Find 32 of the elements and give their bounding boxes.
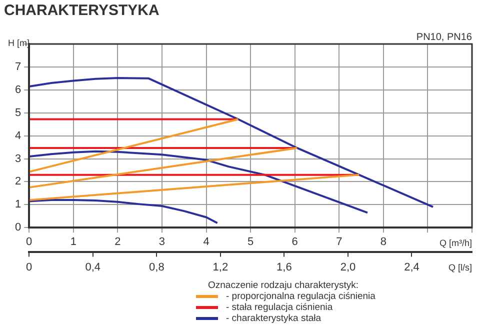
x-tick-label: 7 [336, 236, 342, 248]
y-tick-label: 6 [14, 84, 22, 96]
y-tick-label: 4 [14, 130, 22, 142]
x-tick-label: 8 [380, 236, 386, 248]
x2-tick-label: 0,8 [149, 261, 164, 274]
x2-tick-label: 0 [26, 261, 32, 274]
y-tick-label: 2 [14, 176, 22, 188]
legend-label: - charakterystyka stała [226, 313, 322, 324]
x-tick-label: 2 [114, 236, 121, 248]
legend-label: - stała regulacja ciśnienia [226, 302, 333, 313]
y-tick-label: 7 [14, 60, 22, 73]
x-tick-label: 1 [70, 236, 76, 248]
x-tick-label: 6 [292, 236, 298, 248]
x2-axis-title: Q [l/s] [448, 262, 472, 272]
chart-title: CHARAKTERYSTYKA [4, 2, 160, 19]
y-tick-label: 5 [14, 106, 22, 119]
x-axis-title: Q [m³/h] [439, 238, 472, 248]
x-tick-label: 5 [247, 236, 254, 248]
legend-title: Oznaczenie rodzaju charakterystyk: [207, 280, 360, 291]
chart-subtitle: PN10, PN16 [416, 32, 472, 43]
y-tick-label: 3 [14, 152, 22, 165]
x2-tick-label: 1,6 [276, 261, 292, 274]
x-tick-label: 0 [26, 236, 32, 248]
y-tick-label: 1 [14, 198, 22, 211]
x2-tick-label: 0,4 [85, 261, 101, 274]
x2-tick-label: 2,4 [404, 261, 420, 274]
legend-label: - proporcjonalna regulacja ciśnienia [226, 291, 376, 302]
x2-tick-label: 1,2 [212, 261, 228, 274]
x-tick-label: 3 [158, 236, 166, 248]
x2-tick-label: 2,0 [340, 261, 356, 274]
x-tick-label: 4 [203, 236, 210, 248]
y-tick-label: 0 [14, 222, 22, 234]
